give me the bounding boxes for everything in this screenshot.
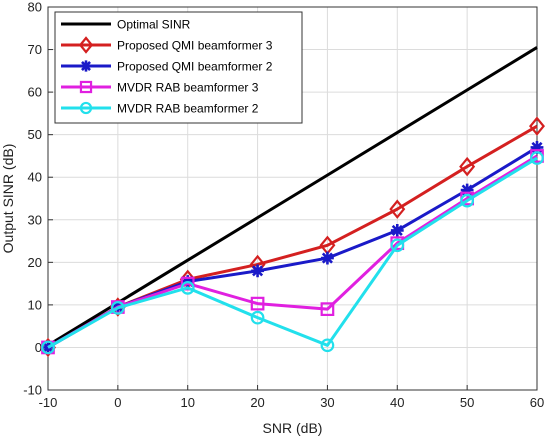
asterisk-strokes [460, 183, 474, 197]
legend-label: MVDR RAB beamformer 2 [117, 102, 259, 116]
data-point [110, 301, 125, 315]
asterisk-strokes [80, 60, 92, 72]
legend-item: MVDR RAB beamformer 2 [61, 102, 259, 116]
x-tick-label: 0 [114, 395, 121, 410]
x-tick-label: 60 [530, 395, 544, 410]
y-tick-label: 80 [28, 0, 42, 15]
data-point [41, 340, 55, 355]
legend: Optimal SINR Proposed QMI beamformer 3 Pro… [54, 11, 303, 124]
legend-label: Proposed QMI beamformer 2 [117, 60, 273, 74]
series-1 [47, 46, 538, 347]
asterisk-strokes [251, 264, 264, 278]
axes: -10 0 10 20 30 40 50 60 -10 0 10 20 30 40 50 60 70 80 [23, 0, 544, 410]
asterisk-strokes [321, 251, 334, 265]
legend-label: Proposed QMI beamformer 3 [117, 39, 273, 53]
legend-label: Optimal SINR [117, 18, 191, 32]
legend-item: Optimal SINR [61, 18, 191, 32]
data-point [389, 199, 406, 219]
data-point [320, 302, 335, 317]
x-tick-label: 40 [390, 395, 404, 410]
series-line [47, 46, 538, 347]
legend-marker [79, 101, 93, 115]
data-point [251, 264, 264, 278]
data-point [460, 183, 474, 197]
data-point [250, 296, 265, 311]
x-tick-label: 20 [250, 395, 264, 410]
data-point [320, 338, 335, 353]
data-point [460, 193, 475, 208]
data-point [390, 238, 405, 253]
data-point [530, 141, 544, 154]
data-point [390, 224, 404, 237]
asterisk-strokes [530, 141, 544, 154]
legend-item: Proposed QMI beamformer 3 [61, 36, 273, 54]
y-tick-label: 30 [28, 212, 42, 227]
y-tick-label: 60 [28, 85, 42, 100]
data-point [529, 116, 545, 136]
legend-marker [79, 80, 93, 94]
x-tick-label: 50 [460, 395, 474, 410]
series-5 [41, 151, 544, 355]
y-tick-label: 50 [28, 127, 42, 142]
data-point [459, 156, 476, 177]
x-tick-label: 30 [320, 395, 334, 410]
data-point [321, 251, 334, 265]
plot-frame [47, 6, 538, 391]
data-point [250, 310, 265, 325]
y-tick-label: 10 [28, 297, 42, 312]
y-tick-label: 40 [28, 170, 42, 185]
legend-label: MVDR RAB beamformer 3 [117, 81, 259, 95]
legend-item: MVDR RAB beamformer 3 [61, 81, 259, 95]
asterisk-strokes [390, 224, 404, 237]
x-tick-label: 10 [180, 395, 194, 410]
series-line [47, 156, 538, 349]
y-tick-label: 70 [28, 42, 42, 57]
y-tick-label: 0 [35, 340, 42, 355]
legend-item: Proposed QMI beamformer 2 [61, 60, 273, 74]
x-axis-title: SNR (dB) [263, 420, 323, 436]
y-tick-label: 20 [28, 255, 42, 270]
y-tick-label: -10 [23, 383, 42, 398]
legend-marker [80, 60, 92, 72]
data-point [530, 151, 544, 165]
data-point [180, 281, 195, 295]
legend-marker [78, 36, 94, 54]
x-tick-label: -10 [39, 395, 58, 410]
y-axis-title: Output SINR (dB) [0, 144, 16, 254]
series-layer [40, 46, 545, 358]
